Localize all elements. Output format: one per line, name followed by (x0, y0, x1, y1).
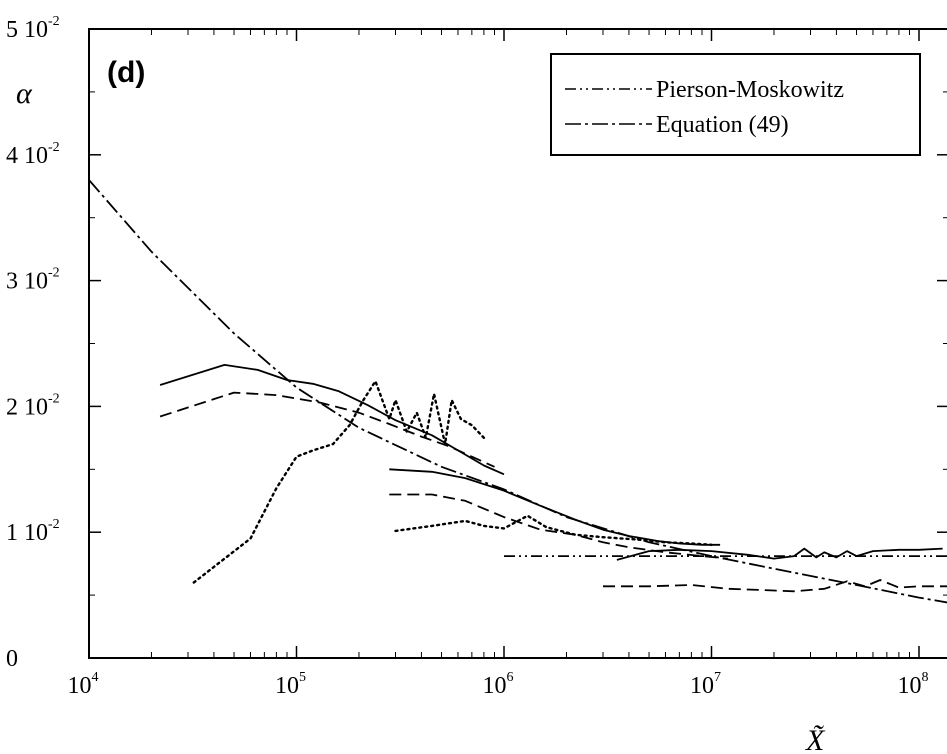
series-line-4 (192, 380, 486, 584)
series-line-9 (603, 579, 947, 593)
x-tick-label: 108 (898, 670, 929, 699)
x-axis-label: X̃ (805, 724, 826, 754)
series-line-3 (159, 391, 495, 468)
y-axis-label: α (16, 77, 33, 110)
x-tick-label: 105 (275, 670, 306, 699)
y-tick-label: 0 (6, 646, 18, 672)
y-tick-label: 2 10-2 (6, 391, 60, 420)
x-tick-label: 107 (690, 670, 721, 699)
y-tick-label: 4 10-2 (6, 140, 60, 169)
series-line-8 (616, 547, 943, 561)
series-layer (88, 179, 947, 604)
series-line-1 (88, 179, 947, 604)
y-tick-label: 1 10-2 (6, 517, 60, 546)
series-line-6 (389, 493, 728, 560)
legend: Pierson-Moskowitz Equation (49) (550, 53, 921, 156)
x-tick-label: 104 (68, 670, 99, 699)
y-tick-label: 5 10-2 (6, 14, 60, 43)
series-line-2 (159, 363, 505, 476)
series-line-7 (394, 514, 713, 546)
tick-labels: 104 105 106 107 108 0 1 10-2 2 10-2 3 10-2 4 10-2… (6, 14, 929, 699)
legend-label-equation: Equation (49) (656, 112, 789, 138)
y-tick-label: 3 10-2 (6, 266, 60, 295)
legend-box (550, 53, 921, 156)
legend-label-pierson: Pierson-Moskowitz (656, 77, 844, 103)
axis-ticks (88, 28, 947, 659)
x-tick-label: 106 (483, 670, 514, 699)
series-line-5 (389, 468, 721, 546)
panel-label: (d) (107, 56, 145, 89)
